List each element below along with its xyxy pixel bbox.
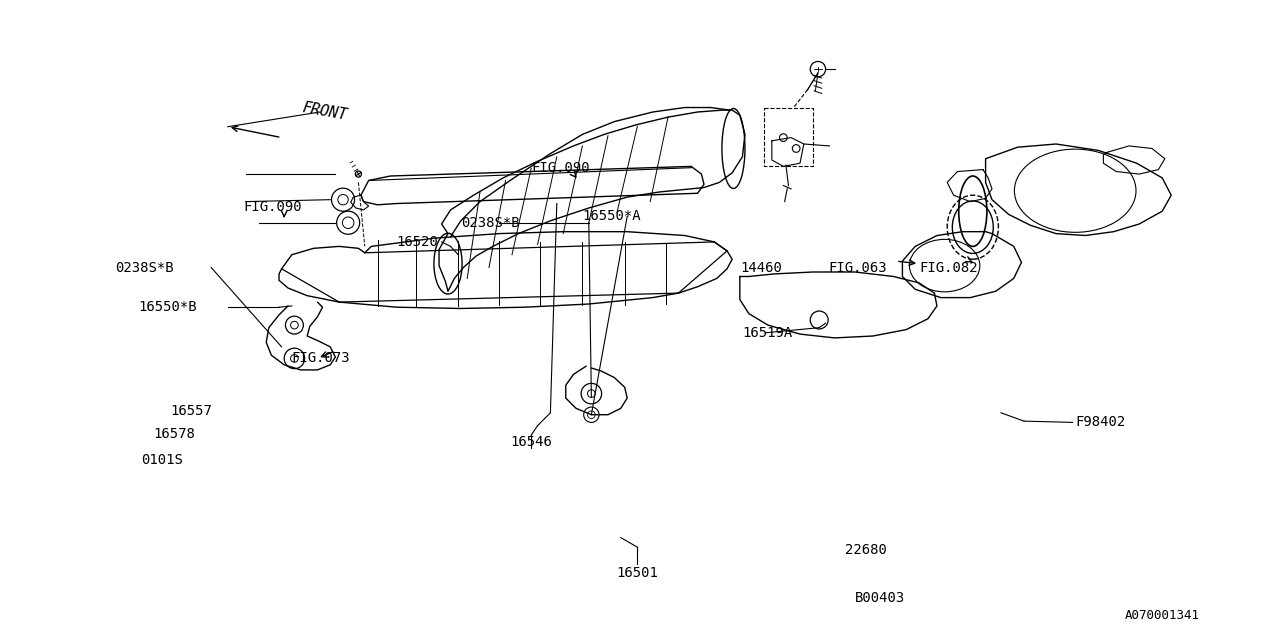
Text: 16578: 16578 xyxy=(154,427,196,441)
Text: FIG.090: FIG.090 xyxy=(531,161,590,175)
Text: A070001341: A070001341 xyxy=(1125,609,1201,622)
Text: 16550*A: 16550*A xyxy=(582,209,641,223)
Text: FIG.073: FIG.073 xyxy=(292,351,351,365)
Text: 0238S*B: 0238S*B xyxy=(115,260,174,275)
Text: FIG.082: FIG.082 xyxy=(919,260,978,275)
Text: 16550*B: 16550*B xyxy=(138,300,197,314)
Text: 0101S: 0101S xyxy=(141,452,183,467)
Text: 16520: 16520 xyxy=(397,235,439,249)
Text: FIG.090: FIG.090 xyxy=(243,200,302,214)
Text: 16519A: 16519A xyxy=(742,326,792,340)
Text: F98402: F98402 xyxy=(1075,415,1125,429)
Circle shape xyxy=(356,171,361,177)
Text: B00403: B00403 xyxy=(855,591,905,605)
Text: 0238S*B: 0238S*B xyxy=(461,216,520,230)
Text: FIG.063: FIG.063 xyxy=(828,260,887,275)
Text: FRONT: FRONT xyxy=(301,100,348,124)
Text: 16557: 16557 xyxy=(170,404,212,418)
Text: 16501: 16501 xyxy=(617,566,658,580)
Text: 16546: 16546 xyxy=(511,435,552,449)
Text: 14460: 14460 xyxy=(740,260,782,275)
Text: 22680: 22680 xyxy=(845,543,887,557)
